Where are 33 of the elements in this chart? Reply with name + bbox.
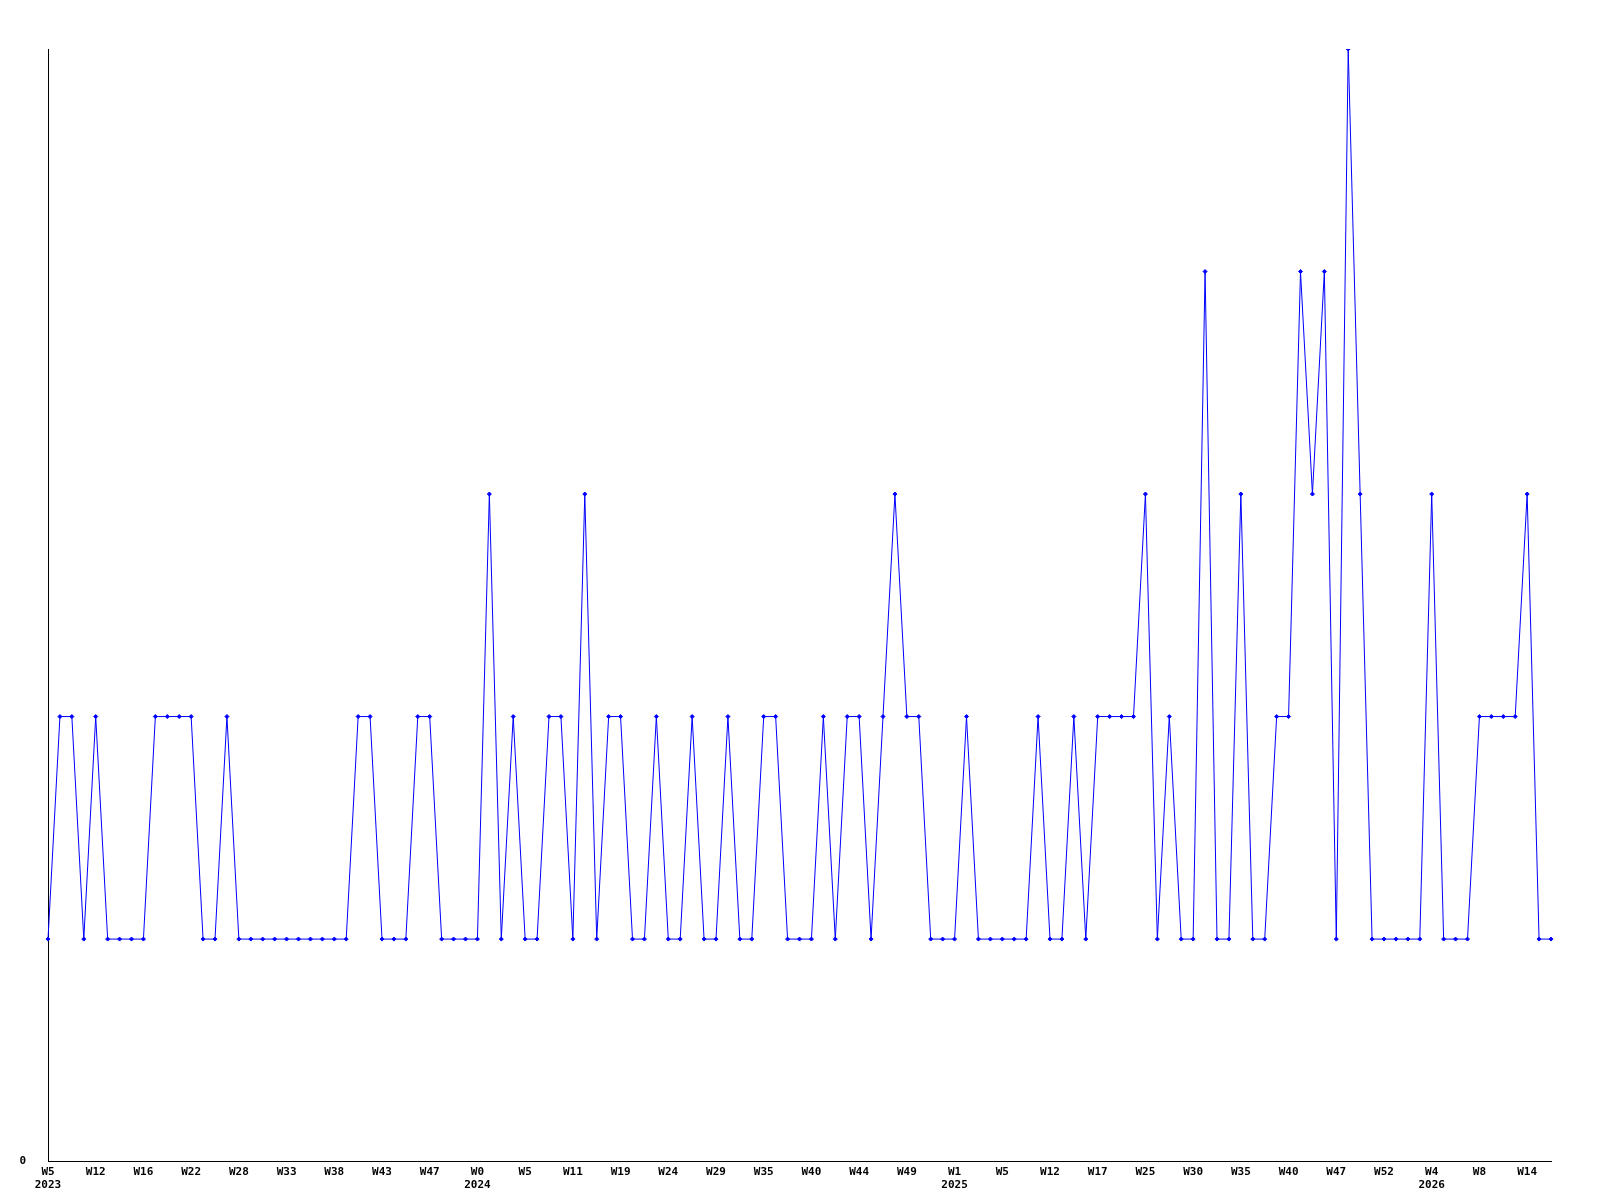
x-tick-label: W5: [995, 1165, 1009, 1179]
x-tick-label: W24: [658, 1165, 679, 1179]
x-tick-label: W52: [1374, 1165, 1394, 1179]
x-tick-label: W4 2026: [1418, 1165, 1446, 1192]
x-tick-label: W47: [1326, 1165, 1347, 1179]
x-tick-label: W29: [706, 1165, 726, 1179]
x-tick-label: W5: [518, 1165, 532, 1179]
x-tick-label: W1 2025: [941, 1165, 968, 1192]
x-tick-label: W12: [85, 1165, 106, 1179]
x-tick-label: W40: [801, 1165, 822, 1179]
x-tick-label: W14: [1517, 1165, 1538, 1179]
x-tick-label: W30: [1183, 1165, 1204, 1179]
x-tick-label: W8: [1472, 1165, 1487, 1179]
x-tick-label: W40: [1278, 1165, 1299, 1179]
x-tick-label: W38: [324, 1165, 345, 1179]
x-tick-label: W0 2024: [464, 1165, 492, 1192]
x-tick-label: W35: [753, 1165, 774, 1179]
x-tick-label: W49: [896, 1165, 917, 1179]
x-tick-label: W25: [1135, 1165, 1156, 1179]
x-tick-label: W19: [610, 1165, 631, 1179]
x-tick-label: W5 2023: [34, 1165, 62, 1192]
x-tick-label: W44: [849, 1165, 870, 1179]
x-tick-label: W12: [1040, 1165, 1060, 1179]
x-tick-label: W47: [419, 1165, 440, 1179]
x-tick-label: W22: [181, 1165, 202, 1179]
x-tick-label: W11: [562, 1165, 584, 1179]
x-tick-label: W16: [133, 1165, 154, 1179]
x-tick-label: W43: [372, 1165, 392, 1179]
text: 0: [19, 1154, 26, 1168]
x-tick-label: W35: [1230, 1165, 1251, 1179]
x-tick-label: W17: [1087, 1165, 1108, 1179]
x-tick-label: W33: [276, 1165, 297, 1179]
x-tick-label: W28: [228, 1165, 249, 1179]
